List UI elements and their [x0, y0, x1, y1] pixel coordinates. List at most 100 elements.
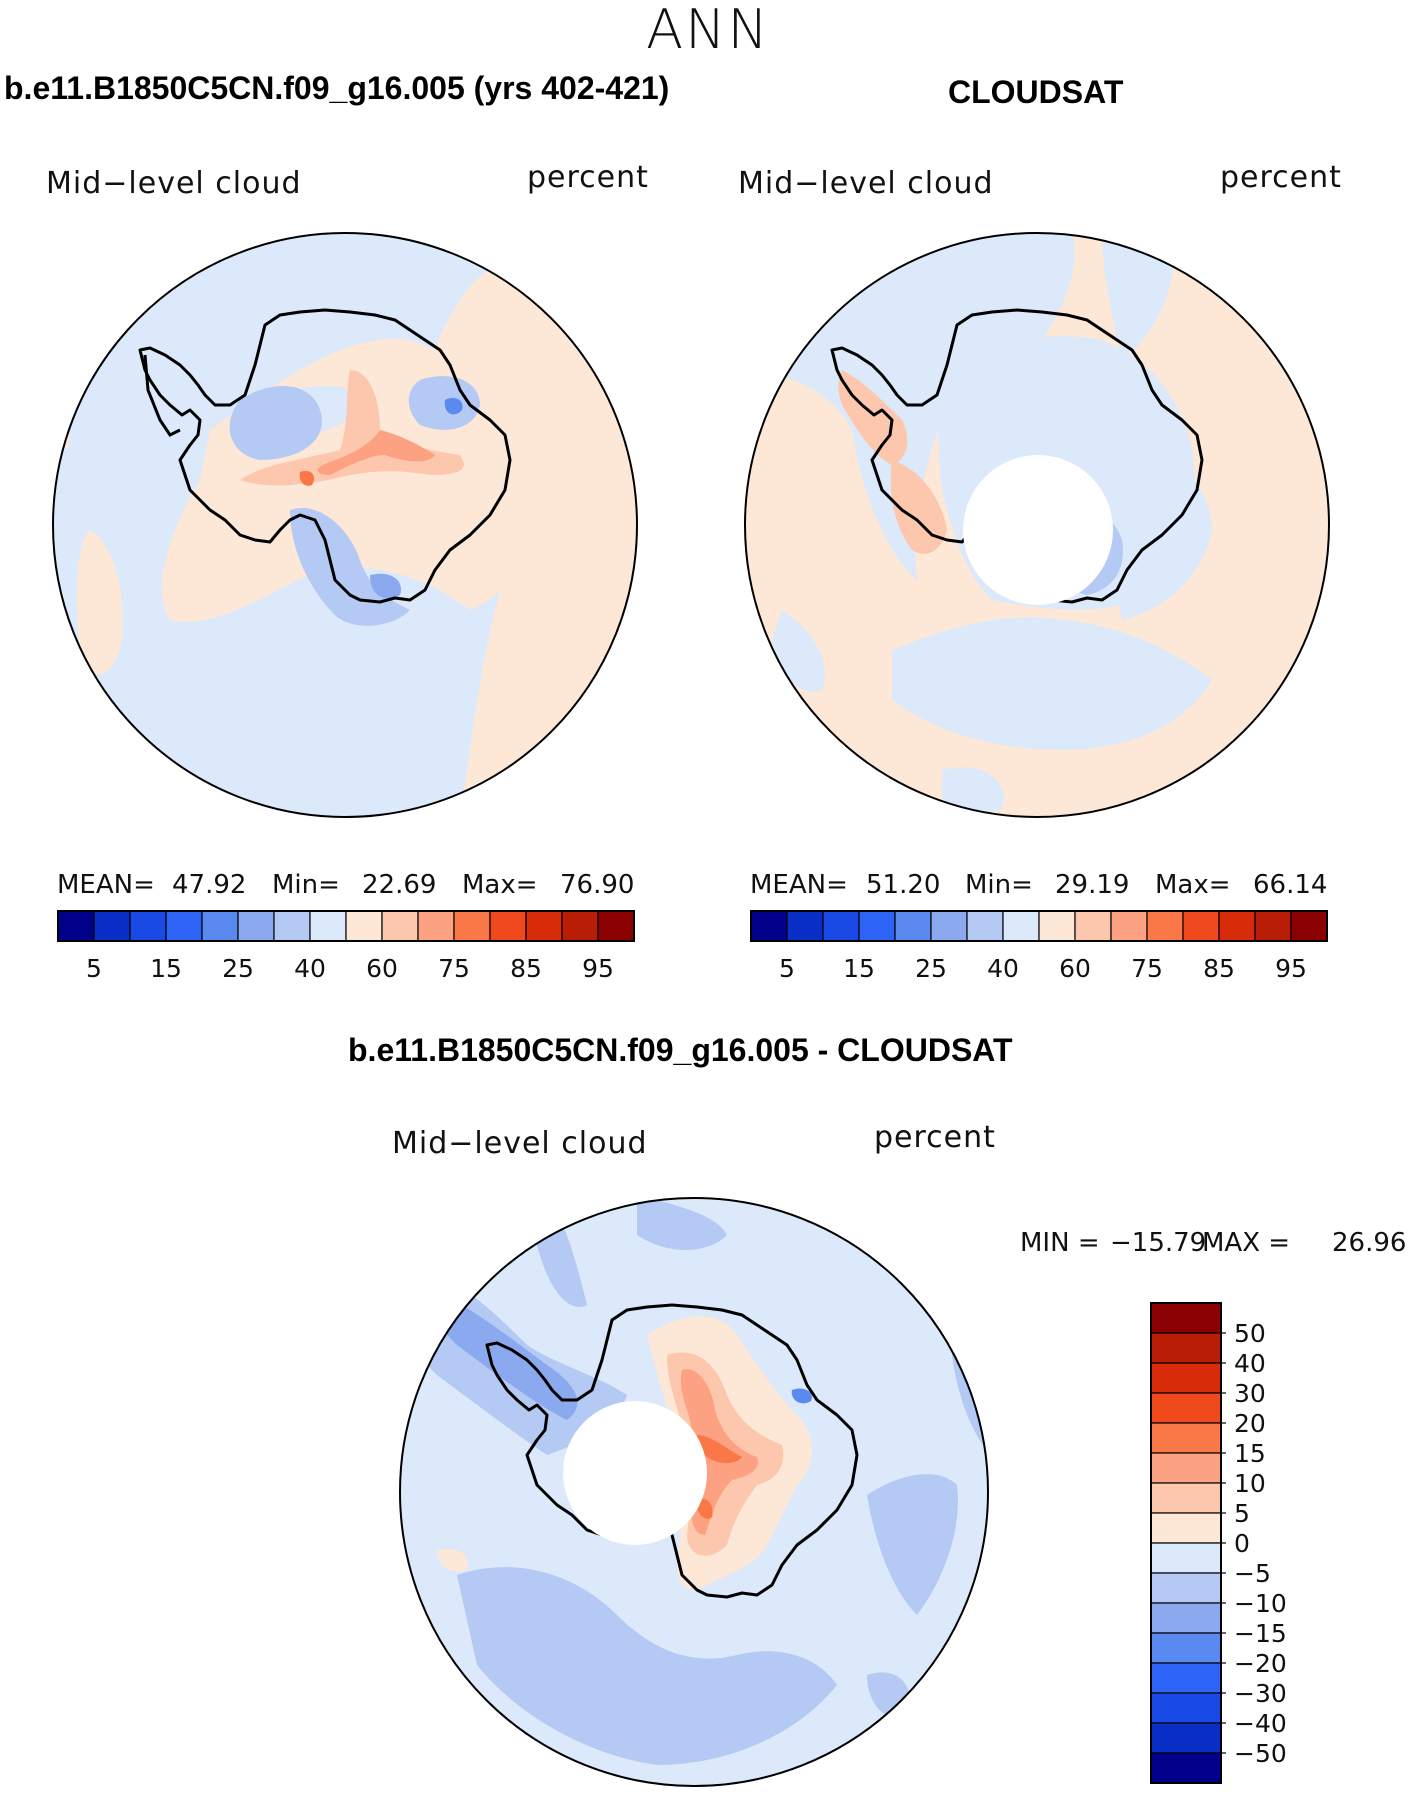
obs-colorbar-swatch: [822, 910, 860, 942]
obs-colorbar-swatch: [930, 910, 968, 942]
diff-south-blue-region: [457, 1567, 837, 1765]
model-colorbar-tick-label: 15: [150, 954, 182, 983]
model-colorbar-swatch: [381, 910, 419, 942]
model-polar-map: [52, 232, 638, 818]
diff-secondary-core: [696, 1498, 713, 1519]
model-mean-value: 47.92: [172, 870, 247, 900]
obs-colorbar-tick-label: 5: [779, 954, 795, 983]
diff-colorbar-tick-label: −30: [1234, 1679, 1287, 1708]
diff-colorbar-tick-label: −20: [1234, 1649, 1287, 1678]
diff-polar-data-gap: [563, 1401, 707, 1545]
model-colorbar-swatch: [453, 910, 491, 942]
diff-colorbar-tick-label: 20: [1234, 1409, 1266, 1438]
model-map-border: [52, 232, 638, 818]
obs-colorbar-swatch: [894, 910, 932, 942]
diff-polar-map: [399, 1197, 989, 1787]
model-east-blue-core: [444, 398, 463, 415]
model-colorbar-tick-label: 25: [222, 954, 254, 983]
model-redorange-max: [299, 470, 315, 486]
obs-mean-value: 51.20: [866, 870, 941, 900]
diff-blue-core: [791, 1388, 812, 1404]
diff-sw-peach-patch: [437, 1548, 468, 1572]
obs-colorbar-tick-label: 25: [915, 954, 947, 983]
diff-colorbar-swatch: [1150, 1392, 1222, 1424]
diff-colorbar-tick-label: −50: [1234, 1739, 1287, 1768]
obs-colorbar-swatch: [1254, 910, 1292, 942]
model-colorbar-swatch: [345, 910, 383, 942]
diff-colorbar-swatch: [1150, 1302, 1222, 1334]
diff-colorbar-swatch: [1150, 1362, 1222, 1394]
diff-colorbar-swatch: [1150, 1602, 1222, 1634]
diff-colorbar-tick-label: 15: [1234, 1439, 1266, 1468]
obs-max-label: Max=: [1155, 870, 1231, 900]
model-colorbar-swatch: [201, 910, 239, 942]
diff-colorbar-swatch: [1150, 1632, 1222, 1664]
obs-colorbar: 5 15 25 40 60 75 85 95: [750, 910, 1328, 983]
diff-colorbar-tick-label: 30: [1234, 1379, 1266, 1408]
obs-colorbar-swatch: [786, 910, 824, 942]
model-min-value: 22.69: [362, 870, 437, 900]
model-colorbar-swatch: [165, 910, 203, 942]
obs-colorbar-frame: [750, 910, 1328, 942]
model-colorbar-tick-label: 95: [582, 954, 614, 983]
obs-colorbar-swatch: [1218, 910, 1256, 942]
diff-colorbar-swatch: [1150, 1722, 1222, 1754]
obs-colorbar-swatch: [1110, 910, 1148, 942]
diff-nw-dark-band: [426, 1285, 578, 1420]
diff-max-core: [695, 1435, 742, 1463]
model-east-blue-region: [408, 376, 480, 430]
diff-coastline: [485, 1303, 859, 1599]
model-colorbar-swatch: [597, 910, 635, 942]
model-mean-label: MEAN=: [57, 870, 155, 900]
diff-colorbar-swatch: [1150, 1572, 1222, 1604]
obs-min-value: 29.19: [1055, 870, 1130, 900]
obs-colorbar-swatch: [1290, 910, 1328, 942]
model-colorbar-swatch: [309, 910, 347, 942]
obs-peninsula-salmon: [838, 370, 908, 465]
model-colorbar-swatch: [93, 910, 131, 942]
obs-colorbar-swatch: [1146, 910, 1184, 942]
obs-polar-map: [744, 232, 1330, 818]
obs-colorbar-swatch: [858, 910, 896, 942]
model-field-label: Mid−level cloud: [46, 166, 302, 201]
model-colorbar-tick-label: 60: [366, 954, 398, 983]
diff-ne-blue-patch: [637, 1198, 727, 1250]
diff-colorbar-tick-label: −10: [1234, 1589, 1287, 1618]
model-colorbar-tick-label: 40: [294, 954, 326, 983]
obs-colorbar-tick-label: 60: [1059, 954, 1091, 983]
obs-colorbar-swatch: [1038, 910, 1076, 942]
diff-colorbar-tick-label: −5: [1234, 1559, 1271, 1588]
diff-colorbar-swatch: [1150, 1452, 1222, 1484]
season-title: ANN: [646, 0, 770, 61]
model-colorbar-swatch: [561, 910, 599, 942]
model-south-blue-core: [370, 573, 401, 599]
model-colorbar-tick-label: 85: [510, 954, 542, 983]
diff-colorbar-swatch: [1150, 1692, 1222, 1724]
model-colorbar-swatch: [57, 910, 95, 942]
obs-colorbar-swatch: [1002, 910, 1040, 942]
model-peninsula: [143, 354, 181, 437]
obs-colorbar-tick-label: 95: [1275, 954, 1307, 983]
obs-mean-label: MEAN=: [750, 870, 848, 900]
model-max-value: 76.90: [560, 870, 635, 900]
model-west-blue-region: [229, 386, 322, 460]
obs-west-salmon-region: [890, 460, 947, 554]
obs-colorbar-tick-label: 15: [843, 954, 875, 983]
diff-colorbar-swatch: [1150, 1512, 1222, 1544]
model-colorbar: 5 15 25 40 60 75 85 95: [57, 910, 635, 983]
obs-colorbar-swatch: [1074, 910, 1112, 942]
obs-max-value: 66.14: [1253, 870, 1328, 900]
diff-units-label: percent: [874, 1120, 996, 1155]
diff-max-label: MAX =: [1202, 1228, 1291, 1258]
model-max-label: Max=: [462, 870, 538, 900]
model-nw-peach-patch: [53, 400, 70, 450]
model-units-label: percent: [527, 160, 649, 195]
diff-colorbar-swatch: [1150, 1542, 1222, 1574]
obs-field-label: Mid−level cloud: [738, 166, 994, 201]
diff-colorbar-swatch: [1150, 1332, 1222, 1364]
diff-map-border: [399, 1197, 989, 1787]
obs-colorbar-tick-label: 85: [1203, 954, 1235, 983]
diff-min-value: −15.79: [1110, 1228, 1207, 1258]
obs-units-label: percent: [1220, 160, 1342, 195]
obs-map-border: [744, 232, 1330, 818]
